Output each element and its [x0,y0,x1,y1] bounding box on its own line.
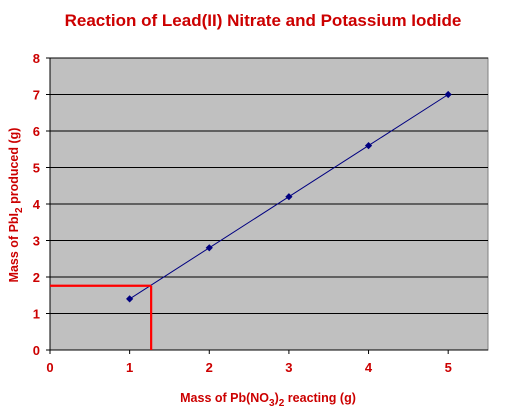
y-tick-label: 8 [33,51,40,66]
y-tick-label: 4 [33,197,41,212]
y-tick-label: 6 [33,124,40,139]
reading-lines [50,284,153,350]
x-tick-label: 5 [445,360,452,375]
x-axis-title: Mass of Pb(NO3)2 reacting (g) [180,391,356,409]
x-tick-label: 3 [285,360,292,375]
y-axis-title: Mass of PbI2 produced (g) [7,128,25,283]
axis-title-part: produced (g) [7,128,21,208]
data-point [364,142,373,150]
chart-title: Reaction of Lead(II) Nitrate and Potassi… [65,11,462,30]
y-tick-label: 7 [33,88,40,103]
y-tick-label: 5 [33,161,40,176]
y-tick-label: 2 [33,270,40,285]
axis-title-part: 2 [14,207,25,213]
y-tick-label: 1 [33,307,40,322]
y-tick-labels: 0 1 2 3 4 5 6 7 8 [33,51,41,358]
y-tick-label: 3 [33,234,40,249]
x-tick-labels: 0 1 2 3 4 5 [46,360,451,375]
axis-title-part: Mass of PbI [7,213,21,282]
axis-title-part: ) [275,391,279,405]
series-line-group [126,90,452,303]
axes [46,57,488,354]
axis-title-part: 2 [279,398,285,409]
axis-title-part: Mass of Pb(NO [180,391,269,405]
x-tick-label: 0 [46,360,53,375]
data-point [285,193,293,201]
data-point [205,244,213,252]
x-tick-label: 1 [126,360,133,375]
axis-title-part: reacting (g) [284,391,356,405]
data-point [126,295,134,303]
x-tick-label: 4 [365,360,373,375]
x-tick-label: 2 [206,360,213,375]
gridlines [50,57,488,314]
y-tick-label: 0 [33,343,40,358]
data-point [444,90,452,99]
axis-title-part: 3 [269,398,275,409]
